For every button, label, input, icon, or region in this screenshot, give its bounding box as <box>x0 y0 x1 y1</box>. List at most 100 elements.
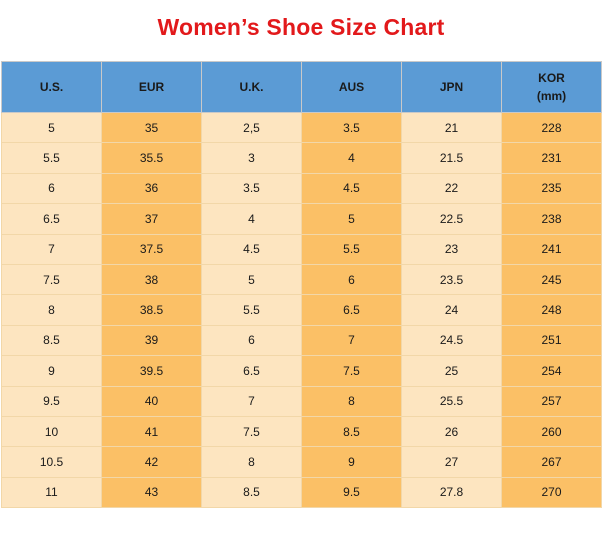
cell-jpn: 24 <box>401 294 502 326</box>
table-row: 5 35 2,5 3.5 21 228 <box>1 111 602 144</box>
column-header-uk: U.K. <box>201 61 302 113</box>
cell-eur: 42 <box>101 446 202 478</box>
column-header-unit: (mm) <box>536 89 567 103</box>
shoe-size-table: U.S. EUR U.K. AUS JPN KOR (mm) 5 35 2,5 3.5 2… <box>1 61 602 509</box>
table-row: 6.5 37 4 5 22.5 238 <box>1 203 602 235</box>
page-title: Women’s Shoe Size Chart <box>157 14 445 40</box>
table-row: 10 41 7.5 8.5 26 260 <box>1 415 602 448</box>
cell-jpn: 26 <box>401 415 502 448</box>
cell-kor: 260 <box>501 415 602 448</box>
column-header-jpn: JPN <box>401 61 502 113</box>
cell-kor: 245 <box>501 263 602 296</box>
cell-jpn: 21.5 <box>401 142 502 174</box>
cell-aus: 6 <box>301 263 402 296</box>
cell-us: 6 <box>1 172 102 205</box>
cell-uk: 4 <box>201 203 302 235</box>
cell-jpn: 21 <box>401 111 502 144</box>
table-row: 11 43 8.5 9.5 27.8 270 <box>1 476 602 509</box>
cell-eur: 38 <box>101 263 202 296</box>
column-header-label: JPN <box>439 80 464 94</box>
cell-aus: 7 <box>301 324 402 357</box>
column-header-label: U.K. <box>239 80 264 94</box>
table-row: 5.5 35.5 3 4 21.5 231 <box>1 142 602 174</box>
cell-kor: 267 <box>501 446 602 478</box>
cell-jpn: 25.5 <box>401 385 502 417</box>
cell-uk: 2,5 <box>201 111 302 144</box>
cell-kor: 231 <box>501 142 602 174</box>
cell-jpn: 27 <box>401 446 502 478</box>
cell-kor: 238 <box>501 203 602 235</box>
cell-uk: 5 <box>201 263 302 296</box>
header-row: U.S. EUR U.K. AUS JPN KOR (mm) <box>1 61 602 113</box>
table-row: 7 37.5 4.5 5.5 23 241 <box>1 233 602 265</box>
column-header-us: U.S. <box>1 61 102 113</box>
cell-eur: 36 <box>101 172 202 205</box>
cell-uk: 5.5 <box>201 294 302 326</box>
cell-kor: 235 <box>501 172 602 205</box>
cell-uk: 7 <box>201 385 302 417</box>
cell-us: 10.5 <box>1 446 102 478</box>
cell-us: 9 <box>1 355 102 387</box>
table-row: 6 36 3.5 4.5 22 235 <box>1 172 602 205</box>
cell-kor: 270 <box>501 476 602 509</box>
cell-uk: 3.5 <box>201 172 302 205</box>
cell-us: 6.5 <box>1 203 102 235</box>
cell-us: 7 <box>1 233 102 265</box>
table-row: 9.5 40 7 8 25.5 257 <box>1 385 602 417</box>
cell-kor: 257 <box>501 385 602 417</box>
cell-aus: 6.5 <box>301 294 402 326</box>
cell-uk: 4.5 <box>201 233 302 265</box>
cell-us: 8 <box>1 294 102 326</box>
column-header-label: AUS <box>338 80 365 94</box>
column-header-label: KOR <box>538 71 565 85</box>
cell-aus: 4.5 <box>301 172 402 205</box>
cell-kor: 248 <box>501 294 602 326</box>
table-row: 9 39.5 6.5 7.5 25 254 <box>1 355 602 387</box>
cell-aus: 8 <box>301 385 402 417</box>
table-row: 10.5 42 8 9 27 267 <box>1 446 602 478</box>
cell-kor: 251 <box>501 324 602 357</box>
cell-eur: 37.5 <box>101 233 202 265</box>
cell-eur: 39 <box>101 324 202 357</box>
column-header-eur: EUR <box>101 61 202 113</box>
cell-aus: 7.5 <box>301 355 402 387</box>
column-header-kor: KOR (mm) <box>501 61 602 113</box>
cell-jpn: 27.8 <box>401 476 502 509</box>
cell-eur: 40 <box>101 385 202 417</box>
table-row: 8.5 39 6 7 24.5 251 <box>1 324 602 357</box>
cell-jpn: 25 <box>401 355 502 387</box>
cell-eur: 38.5 <box>101 294 202 326</box>
cell-aus: 8.5 <box>301 415 402 448</box>
cell-us: 5.5 <box>1 142 102 174</box>
cell-aus: 9.5 <box>301 476 402 509</box>
cell-aus: 5.5 <box>301 233 402 265</box>
cell-us: 9.5 <box>1 385 102 417</box>
table-body: 5 35 2,5 3.5 21 228 5.5 35.5 3 4 21.5 231 6 36 3.5 4.5 2… <box>1 111 602 509</box>
cell-eur: 41 <box>101 415 202 448</box>
cell-aus: 3.5 <box>301 111 402 144</box>
cell-jpn: 23.5 <box>401 263 502 296</box>
cell-us: 11 <box>1 476 102 509</box>
cell-uk: 6 <box>201 324 302 357</box>
cell-jpn: 23 <box>401 233 502 265</box>
cell-uk: 7.5 <box>201 415 302 448</box>
cell-eur: 35.5 <box>101 142 202 174</box>
cell-us: 10 <box>1 415 102 448</box>
cell-uk: 8.5 <box>201 476 302 509</box>
cell-us: 7.5 <box>1 263 102 296</box>
cell-uk: 6.5 <box>201 355 302 387</box>
cell-uk: 3 <box>201 142 302 174</box>
table-row: 7.5 38 5 6 23.5 245 <box>1 263 602 296</box>
cell-jpn: 22 <box>401 172 502 205</box>
cell-kor: 228 <box>501 111 602 144</box>
cell-us: 5 <box>1 111 102 144</box>
table-row: 8 38.5 5.5 6.5 24 248 <box>1 294 602 326</box>
cell-eur: 39.5 <box>101 355 202 387</box>
cell-aus: 9 <box>301 446 402 478</box>
cell-kor: 254 <box>501 355 602 387</box>
column-header-label: EUR <box>138 80 165 94</box>
cell-kor: 241 <box>501 233 602 265</box>
cell-eur: 35 <box>101 111 202 144</box>
cell-aus: 5 <box>301 203 402 235</box>
cell-uk: 8 <box>201 446 302 478</box>
